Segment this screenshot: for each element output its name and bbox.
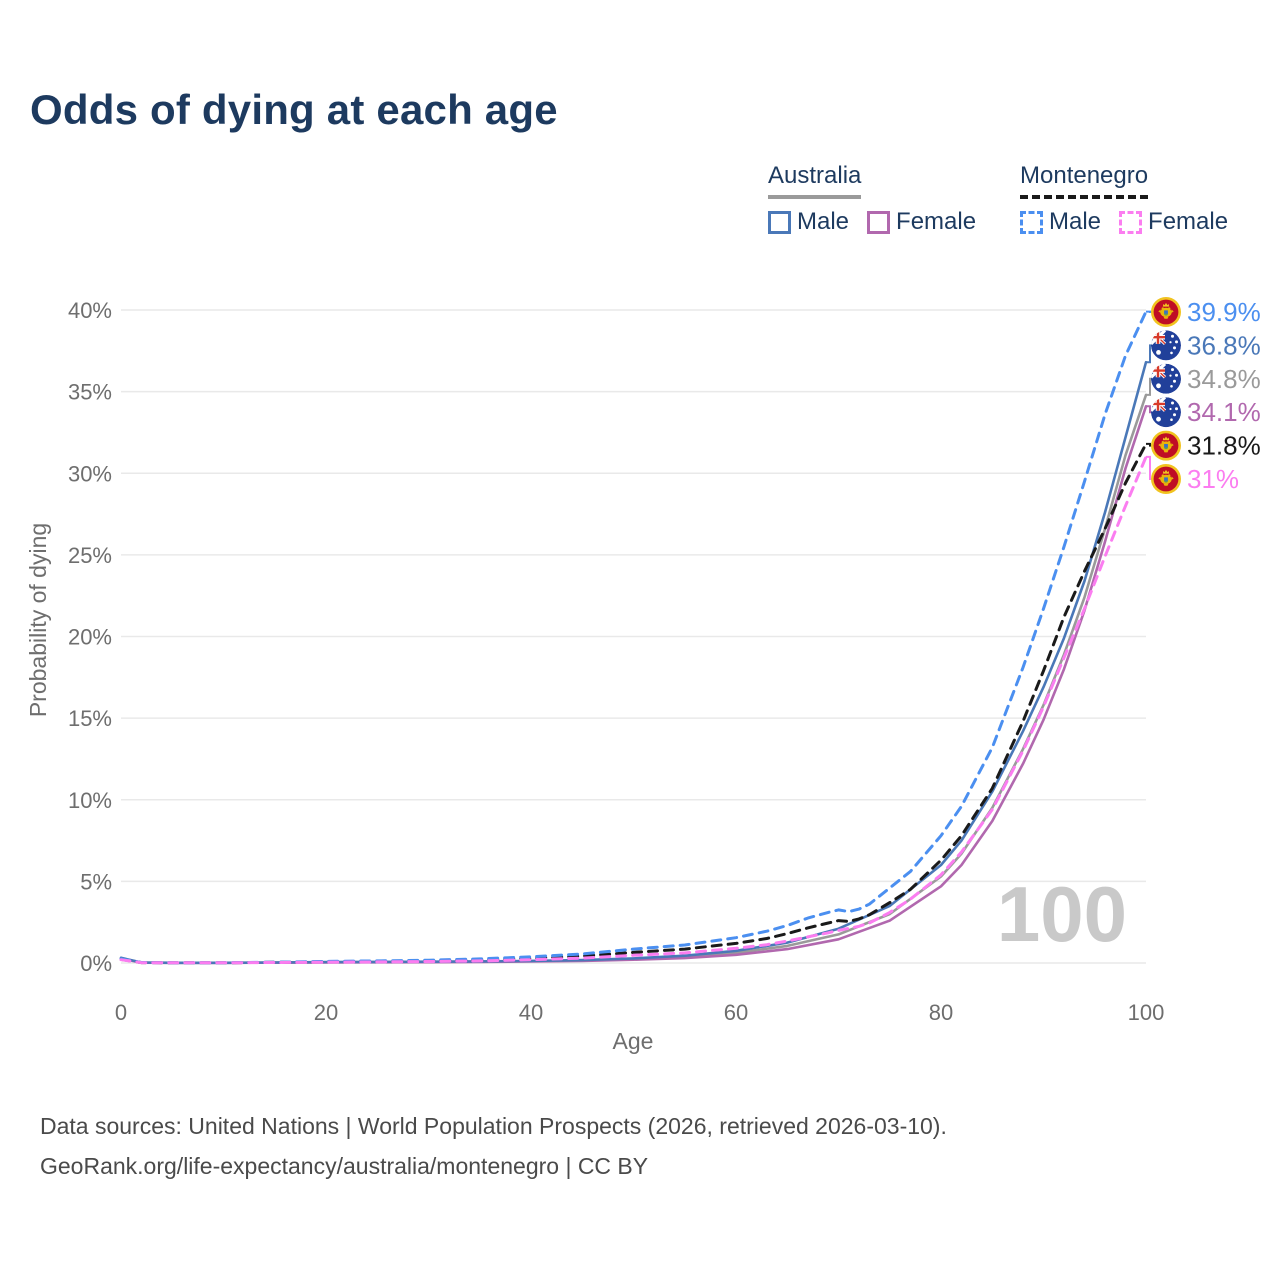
legend-item-label: Female (1148, 208, 1229, 235)
end-label-australia-male[interactable]: 36.8% (1151, 330, 1261, 360)
legend-item-label: Female (896, 208, 977, 235)
y-tick-label: 10% (68, 788, 112, 813)
montenegro-flag-icon (1151, 297, 1181, 327)
series-line-australia-total[interactable] (119, 393, 1148, 965)
end-label-value: 34.1% (1187, 397, 1261, 427)
gridlines (121, 309, 1146, 964)
series-line-montenegro-female[interactable] (119, 455, 1148, 965)
series-line-australia-male[interactable] (119, 360, 1148, 965)
dashed-line-swatch-icon (1119, 210, 1143, 234)
footer-data-sources: Data sources: United Nations | World Pop… (40, 1113, 947, 1139)
end-label-australia-total[interactable]: 34.8% (1151, 364, 1261, 394)
x-tick-label: 100 (1128, 1000, 1165, 1025)
hover-age-value: 100 (997, 870, 1127, 958)
legend-country-montenegro[interactable]: Montenegro (1020, 162, 1149, 199)
legend-item-montenegro-male[interactable]: Male (1020, 208, 1101, 236)
x-tick-label: 20 (314, 1000, 338, 1025)
solid-line-swatch-icon (768, 210, 791, 234)
legend-item-label: Male (1049, 208, 1102, 235)
y-tick-label: 25% (68, 543, 112, 568)
solid-line-swatch-icon (867, 210, 891, 234)
legend-country-label: Montenegro (1020, 162, 1149, 189)
legend-item-australia-male[interactable]: Male (768, 208, 849, 236)
legend-country-australia[interactable]: Australia (768, 162, 862, 199)
x-tick-label: 40 (519, 1000, 543, 1025)
series-lines (119, 310, 1148, 965)
end-labels: 39.9%36.8% 34.8%34.1% 31.8%31% (1146, 297, 1261, 494)
page-title: Odds of dying at each age (30, 86, 558, 133)
end-label-montenegro-female[interactable]: 31% (1151, 464, 1239, 494)
end-label-value: 39.9% (1187, 297, 1261, 327)
australia-flag-icon (1151, 330, 1181, 360)
y-tick-label: 30% (68, 461, 112, 486)
end-label-montenegro-male[interactable]: 39.9% (1151, 297, 1261, 327)
footer-attribution[interactable]: GeoRank.org/life-expectancy/australia/mo… (40, 1153, 649, 1179)
dashed-line-swatch-icon (1020, 210, 1043, 234)
y-tick-label: 35% (68, 380, 112, 405)
legend-item-label: Male (797, 208, 850, 235)
y-tick-label: 5% (80, 869, 112, 894)
end-label-value: 34.8% (1187, 364, 1261, 394)
australia-flag-icon (1151, 397, 1181, 427)
axis-labels: 0% 5% 10% 15% 20% 25% 30% 35% 40% 0 20 40 60 80 100 Age… (25, 298, 1164, 1054)
x-tick-label: 0 (115, 1000, 127, 1025)
legend-item-montenegro-female[interactable]: Female (1119, 208, 1228, 236)
hover-age-watermark: 100 (997, 870, 1127, 958)
x-tick-label: 60 (724, 1000, 748, 1025)
end-label-montenegro-total[interactable]: 31.8% (1151, 430, 1261, 461)
series-line-australia-female[interactable] (119, 405, 1148, 965)
end-label-value: 36.8% (1187, 330, 1261, 360)
end-label-value: 31% (1187, 464, 1239, 494)
series-line-montenegro-total[interactable] (119, 442, 1148, 965)
x-tick-label: 80 (929, 1000, 953, 1025)
legend-country-label: Australia (768, 162, 862, 189)
end-label-value: 31.8% (1187, 431, 1261, 461)
legend-group-montenegro: Montenegro Male Female (1020, 162, 1228, 236)
y-tick-label: 40% (68, 298, 112, 323)
montenegro-flag-icon (1151, 464, 1181, 494)
legend-group-australia: Australia Male Female (768, 162, 976, 236)
montenegro-flag-icon (1151, 430, 1181, 461)
y-axis-title: Probability of dying (25, 523, 51, 717)
x-axis-title: Age (613, 1028, 654, 1054)
legend-item-australia-female[interactable]: Female (867, 208, 976, 236)
y-tick-label: 0% (80, 951, 112, 976)
footer: Data sources: United Nations | World Pop… (40, 1106, 947, 1186)
y-tick-label: 15% (68, 706, 112, 731)
y-tick-label: 20% (68, 625, 112, 650)
end-label-australia-female[interactable]: 34.1% (1151, 397, 1261, 427)
australia-flag-icon (1151, 364, 1181, 394)
